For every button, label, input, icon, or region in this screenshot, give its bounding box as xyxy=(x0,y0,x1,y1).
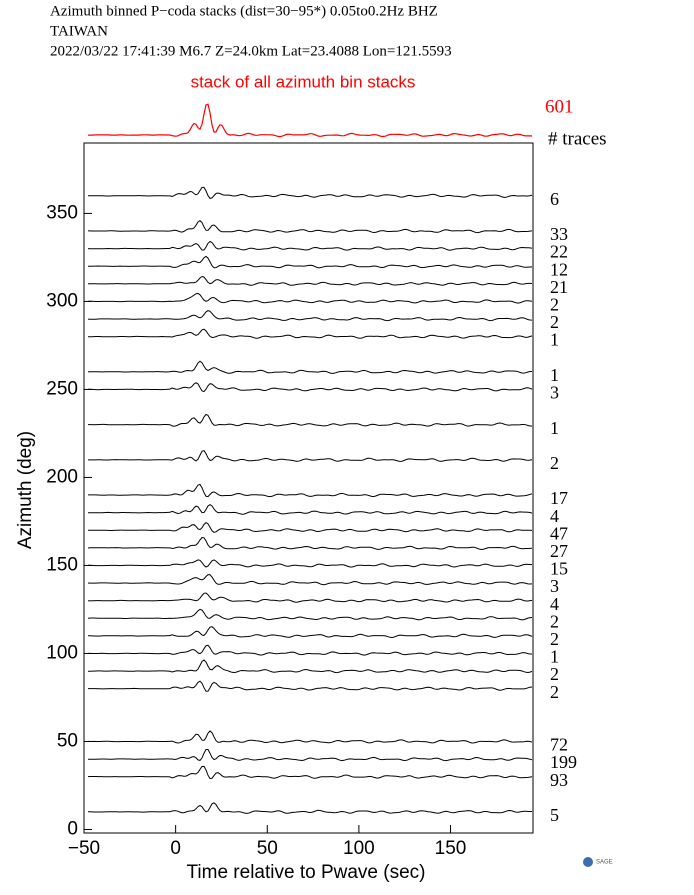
trace-count: 4 xyxy=(550,506,559,526)
header-line: Azimuth binned P−coda stacks (dist=30−95… xyxy=(50,3,438,19)
x-tick-label: 0 xyxy=(170,838,181,859)
trace xyxy=(88,382,533,393)
trace xyxy=(87,275,533,286)
y-tick-label: 300 xyxy=(46,290,78,311)
y-tick-label: 100 xyxy=(46,642,78,663)
trace xyxy=(88,292,533,304)
plot-frame xyxy=(83,142,534,834)
y-tick-label: 50 xyxy=(57,730,78,751)
trace-count: 3 xyxy=(550,576,559,596)
trace-count: 21 xyxy=(550,277,568,297)
x-tick-label: 100 xyxy=(343,838,375,859)
y-tick-label: 0 xyxy=(67,818,78,839)
trace xyxy=(87,592,533,603)
trace xyxy=(87,730,533,744)
trace-count: 2 xyxy=(550,295,559,315)
trace xyxy=(88,626,533,639)
trace-count: 1 xyxy=(550,365,559,385)
trace xyxy=(88,449,533,462)
x-tick-label: −50 xyxy=(68,838,100,859)
trace-count: 199 xyxy=(550,752,577,772)
trace-count: 6 xyxy=(550,189,559,209)
trace-count: 2 xyxy=(550,664,559,684)
trace xyxy=(88,219,533,234)
trace xyxy=(88,255,533,269)
y-tick-label: 250 xyxy=(46,378,78,399)
trace xyxy=(87,186,533,199)
trace-count: 47 xyxy=(550,523,568,543)
trace-count: 27 xyxy=(550,541,568,561)
trace xyxy=(88,680,533,692)
header-line: 2022/03/22 17:41:39 M6.7 Z=24.0km Lat=23… xyxy=(50,43,452,59)
trace xyxy=(88,559,533,568)
trace-count: 1 xyxy=(550,330,559,350)
logo: SAGE xyxy=(596,860,613,866)
trace xyxy=(88,413,532,427)
trace-count: 12 xyxy=(550,259,568,279)
trace xyxy=(88,644,532,656)
stack-count: 601 xyxy=(545,96,574,117)
trace-count: 2 xyxy=(550,629,559,649)
trace xyxy=(88,483,533,498)
trace xyxy=(87,503,533,515)
trace xyxy=(88,328,533,339)
trace xyxy=(87,536,533,551)
trace xyxy=(88,802,533,814)
x-axis-label: Time relative to Pwave (sec) xyxy=(187,862,426,883)
trace xyxy=(87,608,533,621)
trace-count: 22 xyxy=(550,242,568,262)
trace-count: 1 xyxy=(550,647,559,667)
trace xyxy=(88,749,533,762)
x-tick-label: 150 xyxy=(435,838,467,859)
y-tick-label: 150 xyxy=(46,554,78,575)
trace-count: 4 xyxy=(550,594,559,614)
trace-count: 1 xyxy=(550,418,559,438)
y-tick-label: 200 xyxy=(46,466,78,487)
y-axis-label: Azimuth (deg) xyxy=(15,431,36,549)
trace-count: 2 xyxy=(550,312,559,332)
trace-count: 15 xyxy=(550,559,568,579)
trace xyxy=(87,574,533,586)
trace-count: 2 xyxy=(550,453,559,473)
trace-count: 33 xyxy=(550,224,568,244)
header-line: TAIWAN xyxy=(50,23,108,39)
trace xyxy=(88,659,533,674)
count-header: # traces xyxy=(548,128,607,149)
trace-count: 2 xyxy=(550,682,559,702)
stack-trace xyxy=(87,103,533,138)
trace xyxy=(87,240,533,251)
trace-count: 5 xyxy=(550,805,559,825)
trace-count: 3 xyxy=(550,383,559,403)
trace xyxy=(87,310,533,322)
trace-count: 93 xyxy=(550,770,568,790)
logo-icon xyxy=(583,857,593,867)
stack-title: stack of all azimuth bin stacks xyxy=(191,72,416,91)
trace xyxy=(87,360,532,374)
y-tick-label: 350 xyxy=(46,202,78,223)
trace-count: 72 xyxy=(550,735,568,755)
trace-count: 17 xyxy=(550,488,568,508)
trace xyxy=(88,521,533,533)
x-tick-label: 50 xyxy=(257,838,278,859)
trace xyxy=(87,765,533,780)
trace-count: 2 xyxy=(550,611,559,631)
